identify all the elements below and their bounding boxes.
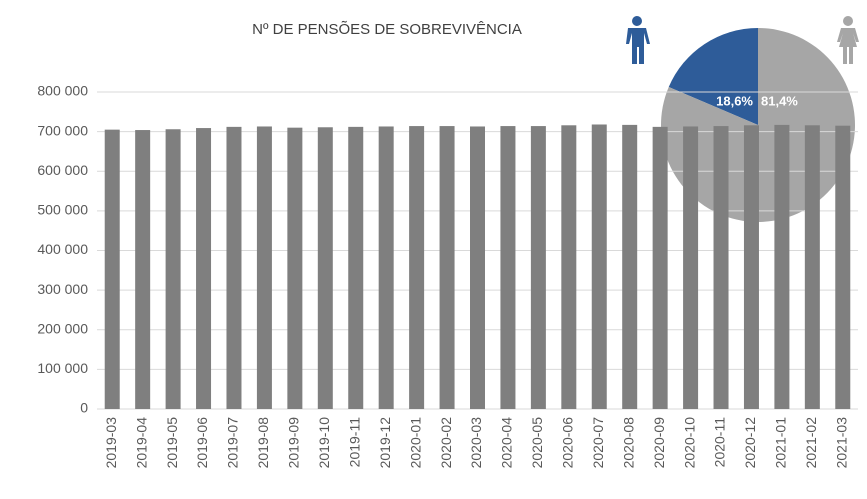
bar <box>500 126 516 409</box>
x-tick-label: 2019-04 <box>133 417 149 469</box>
bar <box>165 129 181 409</box>
bar <box>561 125 577 409</box>
bar <box>317 127 333 410</box>
x-tick-label: 2019-07 <box>225 417 241 469</box>
bar <box>530 126 546 409</box>
bar <box>256 126 272 409</box>
x-tick-label: 2020-03 <box>468 417 484 469</box>
bar <box>348 126 364 410</box>
bar <box>104 129 120 410</box>
bar <box>713 126 729 409</box>
x-tick-label: 2020-09 <box>651 417 667 469</box>
x-tick-label: 2021-01 <box>773 417 789 469</box>
x-tick-label: 2020-11 <box>712 417 728 468</box>
y-tick-label: 400 000 <box>37 241 88 257</box>
female-icon <box>837 16 859 64</box>
bar <box>774 124 790 410</box>
x-tick-label: 2020-05 <box>529 417 545 469</box>
bar <box>743 125 759 409</box>
male-icon <box>626 16 650 64</box>
pie-value-label: 18,6% <box>716 93 753 108</box>
bar <box>378 126 394 409</box>
x-tick-label: 2019-06 <box>194 417 210 469</box>
y-tick-label: 100 000 <box>37 360 88 376</box>
x-tick-label: 2019-03 <box>103 417 119 469</box>
bar <box>591 124 607 410</box>
x-tick-label: 2020-06 <box>560 417 576 469</box>
y-tick-label: 600 000 <box>37 162 88 178</box>
x-tick-label: 2020-01 <box>407 417 423 469</box>
x-tick-label: 2019-08 <box>255 417 271 469</box>
x-tick-label: 2019-11 <box>346 417 362 468</box>
x-tick-label: 2019-05 <box>164 417 180 469</box>
bar <box>287 127 303 409</box>
bar <box>470 126 485 409</box>
y-tick-label: 500 000 <box>37 202 88 218</box>
bar <box>804 125 820 409</box>
x-tick-label: 2019-09 <box>286 417 302 469</box>
bar <box>409 126 425 409</box>
x-tick-label: 2020-04 <box>499 417 515 469</box>
bar <box>226 126 242 410</box>
x-tick-label: 2021-02 <box>803 417 819 469</box>
bar <box>652 126 668 410</box>
y-tick-label: 700 000 <box>37 122 88 138</box>
bar <box>835 125 851 410</box>
x-tick-label: 2019-10 <box>316 417 332 469</box>
bar <box>196 128 212 409</box>
x-tick-label: 2020-12 <box>742 417 758 469</box>
y-tick-label: 800 000 <box>37 83 88 99</box>
x-tick-label: 2020-08 <box>620 417 636 469</box>
label-group: 0 100 000 200 000 300 000 400 000 500 000 600 … <box>37 83 849 469</box>
pie-slice <box>668 28 758 125</box>
y-tick-label: 300 000 <box>37 281 88 297</box>
pie-value-label: 81,4% <box>761 93 798 108</box>
y-tick-label: 0 <box>80 400 88 416</box>
x-tick-label: 2020-02 <box>438 417 454 469</box>
bar <box>135 130 151 410</box>
bar <box>439 126 455 409</box>
bar <box>683 126 699 409</box>
x-tick-label: 2021-03 <box>833 417 849 469</box>
chart-title: Nº DE PENSÕES DE SOBREVIVÊNCIA <box>252 21 522 38</box>
bar <box>622 124 638 410</box>
x-tick-label: 2020-10 <box>681 417 697 469</box>
x-tick-label: 2020-07 <box>590 417 606 469</box>
x-tick-label: 2019-12 <box>377 417 393 469</box>
bar-group <box>104 124 851 410</box>
y-tick-label: 200 000 <box>37 320 88 336</box>
